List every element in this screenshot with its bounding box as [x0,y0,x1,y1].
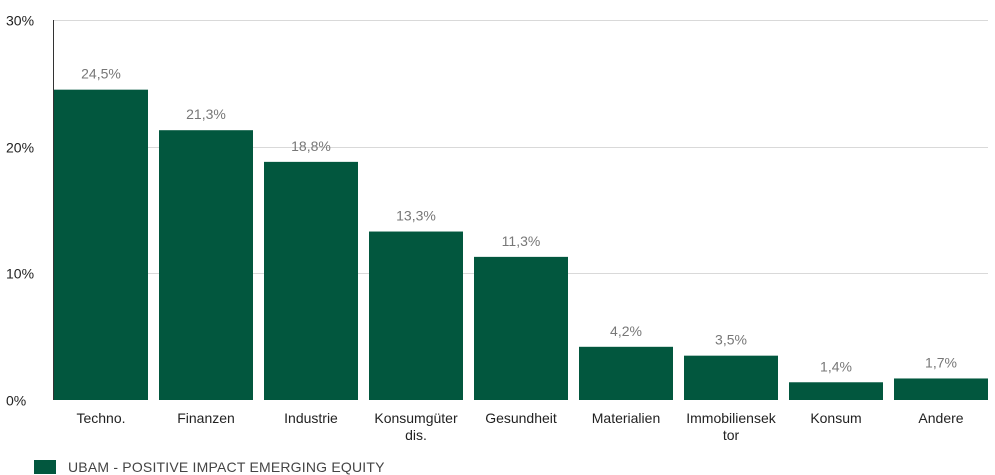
data-label: 1,4% [820,358,852,374]
bar [579,346,673,400]
category-label: Konsumgüter [374,410,458,426]
bars [54,89,988,401]
data-label: 13,3% [396,208,436,224]
bar [894,378,988,400]
bar [54,89,148,401]
category-label: Andere [918,410,963,426]
category-label: Konsum [810,410,861,426]
data-label: 11,3% [502,233,541,249]
category-label: Gesundheit [485,410,557,426]
bar [159,130,253,400]
data-label: 1,7% [925,354,957,370]
data-label: 3,5% [715,332,747,348]
data-label: 18,8% [291,138,331,154]
category-label: Industrie [284,410,338,426]
data-labels: 24,5% 21,3% 18,8% 13,3% 11,3% 4,2% 3,5% 1,4% 1,7… [81,66,957,375]
category-label: Immobiliensek [686,410,776,426]
y-tick-label: 0% [6,393,26,409]
legend-swatch [34,460,56,474]
bar [684,355,778,400]
bar [369,231,463,400]
y-tick-label: 10% [6,266,34,282]
category-label: dis. [405,427,427,443]
legend-label: UBAM - POSITIVE IMPACT EMERGING EQUITY [68,459,385,475]
bar [264,161,358,400]
category-label: Finanzen [177,410,235,426]
data-label: 21,3% [186,106,226,122]
category-label: Techno. [76,410,125,426]
bar [474,256,568,400]
bar [789,382,883,400]
y-axis: 0% 10% 20% 30% [6,13,54,409]
data-label: 24,5% [81,66,121,82]
category-label: tor [723,427,740,443]
y-tick-label: 20% [6,140,34,156]
legend: UBAM - POSITIVE IMPACT EMERGING EQUITY [34,460,385,474]
data-label: 4,2% [610,323,642,339]
y-tick-label: 30% [6,13,34,29]
category-label: Materialien [592,410,660,426]
